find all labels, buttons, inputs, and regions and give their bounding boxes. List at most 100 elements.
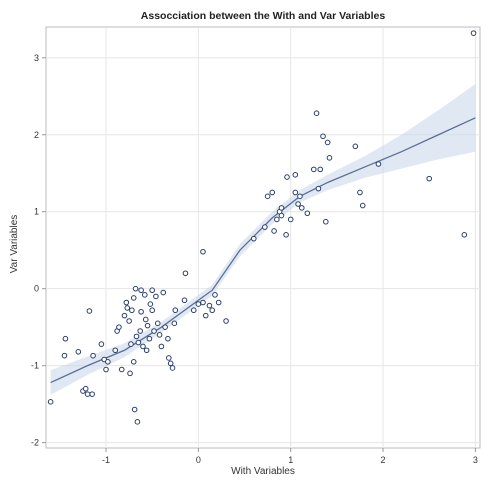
data-point [324,139,331,146]
data-point [149,287,155,294]
data-point [200,299,206,306]
data-point [133,333,140,340]
data-point [271,228,277,234]
data-point [118,366,125,373]
data-point [158,343,165,350]
data-point [195,301,202,307]
data-point [310,166,317,173]
data-point [140,343,146,350]
data-point [181,297,188,304]
chart-title: Assocciation between the With and Var Va… [141,10,386,22]
data-point [264,193,271,200]
data-point [128,341,134,347]
data-point [167,360,174,367]
data-point [212,292,218,298]
data-point [47,399,54,405]
y-tick-label: 0 [34,284,39,294]
data-point [75,348,82,355]
data-point [278,212,285,219]
data-point [182,270,189,277]
confidence-band-area [50,83,476,395]
data-point [142,316,149,323]
x-tick-label: 1 [288,455,293,465]
data-point [315,185,322,192]
data-point [352,143,359,150]
y-tick-label: 1 [34,207,39,217]
data-point [202,312,209,319]
data-point [89,391,95,397]
data-point [98,341,105,347]
data-point [121,312,128,319]
data-point [171,320,178,327]
data-point [165,335,171,342]
data-point [209,307,216,314]
data-point [313,110,320,117]
data-point [169,365,176,371]
data-point [160,289,167,296]
data-point [162,324,168,330]
data-point [287,216,294,223]
plot-frame [45,26,481,449]
data-point [190,307,197,314]
data-point [105,358,111,365]
data-point [250,235,257,242]
data-point [131,406,138,413]
data-point [147,301,154,307]
data-point [154,320,161,327]
data-point [156,332,163,338]
data-point [470,30,477,36]
data-point [357,189,363,196]
confidence-band [50,83,476,395]
data-point [134,419,141,425]
data-point [274,216,280,223]
data-point [127,370,133,377]
data-point [142,292,148,298]
data-point [151,328,157,334]
x-tick-label: 2 [381,455,386,465]
data-point [124,305,131,311]
y-tick-label: -1 [31,361,39,371]
data-point [292,189,299,196]
data-point [298,205,305,211]
data-point [153,293,159,300]
data-point [166,355,172,361]
data-point [320,133,326,140]
data-point [297,193,303,200]
data-point [262,224,268,230]
data-point [129,307,135,314]
data-point [223,318,229,324]
data-point [103,366,109,373]
data-point [123,299,130,306]
data-point [269,189,276,196]
data-point [359,202,366,209]
data-point [426,175,433,182]
data-point [322,218,329,225]
data-point [132,285,139,292]
data-point [62,335,69,342]
grid-lines [46,27,480,448]
data-point [137,328,143,334]
data-point [130,358,137,365]
data-point [326,155,333,161]
data-point [126,318,132,324]
y-tick-label: -2 [31,438,39,448]
data-point [206,302,213,309]
y-tick-label: 2 [34,130,39,140]
data-point [138,287,144,294]
data-point [144,322,151,329]
data-point [317,166,324,173]
data-point [461,232,468,238]
data-point [172,307,179,314]
data-point [86,308,93,314]
data-point [283,232,289,238]
data-point [292,171,299,178]
data-point [82,385,89,392]
data-point [278,205,285,211]
data-point [375,161,382,167]
data-point [138,308,144,315]
x-axis-title: With Variables [231,466,295,477]
data-point [295,201,301,207]
data-point [61,352,68,359]
data-point [215,299,222,306]
